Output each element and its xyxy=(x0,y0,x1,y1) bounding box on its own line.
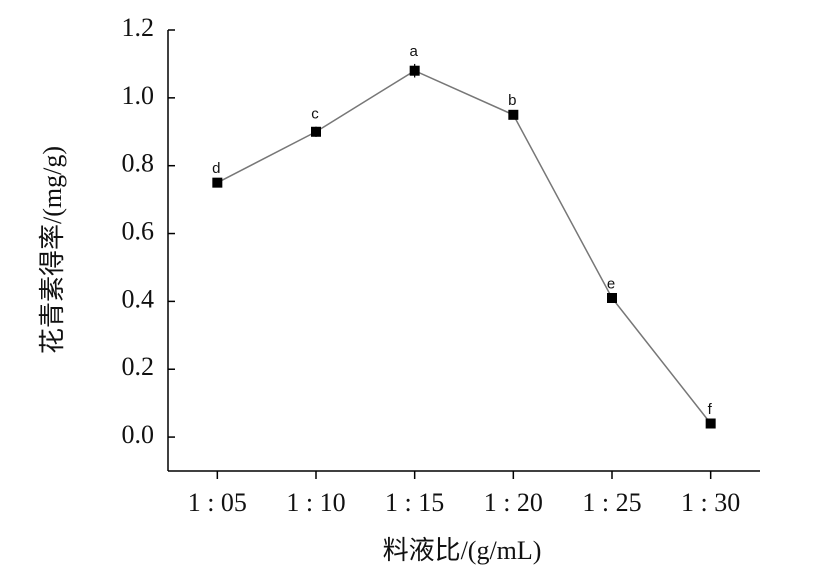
y-tick-label: 1.2 xyxy=(122,13,155,42)
y-axis-title: 花青素得率/(mg/g) xyxy=(38,146,67,354)
marker xyxy=(409,65,420,76)
x-tick-label: 1 : 05 xyxy=(188,488,247,517)
x-tick-label: 1 : 15 xyxy=(385,488,444,517)
y-tick-label: 1.0 xyxy=(122,81,155,110)
significance-letter: e xyxy=(607,275,615,292)
marker xyxy=(212,177,223,188)
marker xyxy=(311,126,321,137)
line xyxy=(216,69,712,424)
significance-letter: c xyxy=(311,106,319,123)
significance-letter: d xyxy=(212,160,220,177)
x-tick-label: 1 : 25 xyxy=(582,488,641,517)
y-tick-label: 0.4 xyxy=(122,284,155,313)
significance-letter: b xyxy=(508,92,516,109)
significance-letter: a xyxy=(409,43,418,60)
x-tick-label: 1 : 20 xyxy=(484,488,543,517)
y-tick-label: 0.6 xyxy=(122,217,155,246)
significance-letter: f xyxy=(708,401,713,418)
x-axis-title: 料液比/(g/mL) xyxy=(383,536,542,565)
marker xyxy=(607,292,617,303)
marker xyxy=(705,418,716,429)
x-tick-label: 1 : 30 xyxy=(681,488,740,517)
y-tick-label: 0.8 xyxy=(122,149,155,178)
y-tick-label: 0.2 xyxy=(122,352,155,381)
marker xyxy=(508,109,519,120)
x-tick-label: 1 : 10 xyxy=(286,488,345,517)
y-tick-label: 0.0 xyxy=(122,420,155,449)
